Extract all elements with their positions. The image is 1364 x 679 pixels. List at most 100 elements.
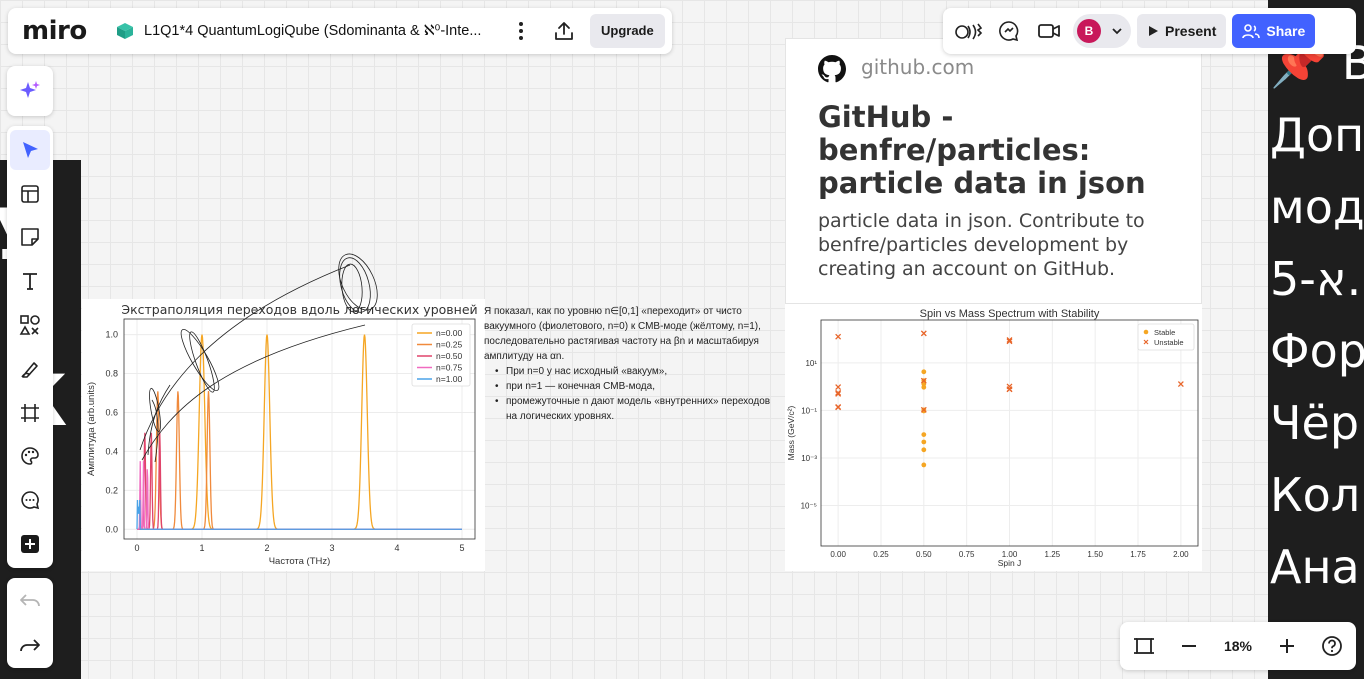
help-icon: [1322, 636, 1343, 656]
zoom-out-button[interactable]: [1180, 637, 1198, 655]
data-point-unstable: [1006, 383, 1013, 390]
video-call-button[interactable]: [1029, 13, 1069, 49]
legend-box: [1137, 323, 1195, 351]
share-users-icon: [1242, 24, 1261, 39]
note-text-block[interactable]: Я показал, как по уровню n∈[0,1] «перехо…: [484, 304, 782, 424]
chart-title: Экстраполяция переходов вдоль логических…: [121, 302, 477, 317]
play-icon: [1149, 26, 1158, 36]
data-point-unstable: [1006, 338, 1013, 345]
comment-tool[interactable]: [10, 480, 50, 520]
y-tick-label: 10⁻⁵: [801, 502, 817, 511]
frame-text-line: Доп: [1270, 108, 1364, 162]
x-tick-label: 1.00: [1002, 550, 1018, 559]
legend-entry: n=0.75: [436, 363, 463, 373]
avatar[interactable]: B: [1077, 19, 1101, 43]
y-tick-label: 0.8: [105, 369, 118, 379]
miro-logo[interactable]: miro: [22, 16, 87, 46]
x-tick-label: 1.50: [1087, 550, 1103, 559]
x-tick-label: 0.00: [830, 550, 846, 559]
hand-drawn-scribble[interactable]: [130, 250, 390, 480]
y-axis-label: Амплитуда (arb.units): [86, 382, 97, 476]
redo-button[interactable]: [19, 637, 41, 655]
add-more-icon: [21, 535, 39, 554]
right-dark-frame: 📌 В Доп мод א-5. Фор Чёр Кол Ана: [1268, 0, 1364, 679]
y-axis-label: Mass (GeV/c²): [786, 405, 796, 460]
x-axis-label: Частота (THz): [269, 556, 331, 567]
data-point-unstable: [1177, 381, 1184, 388]
x-tick-label: 0.75: [959, 550, 975, 559]
x-tick-label: 5: [459, 543, 464, 553]
shapes-icon: [19, 315, 40, 335]
present-button[interactable]: Present: [1137, 14, 1227, 48]
sticky-note-icon: [21, 228, 39, 247]
y-tick-label: 1.0: [105, 330, 118, 340]
collaboration-toolbar: B Present Share: [943, 8, 1356, 54]
select-tool[interactable]: [10, 130, 50, 170]
data-point-unstable: [1006, 337, 1013, 343]
frame-text-line: Кол: [1270, 468, 1361, 522]
legend-entry: n=0.50: [436, 351, 463, 361]
data-point-unstable: [835, 389, 842, 396]
select-cursor-icon: [23, 141, 38, 158]
x-tick-label: 2: [264, 543, 269, 553]
zoom-in-button[interactable]: [1278, 637, 1296, 655]
templates-icon: [21, 184, 39, 203]
y-tick-label: 10¹: [805, 359, 817, 368]
help-button[interactable]: [1321, 635, 1343, 657]
github-link-card[interactable]: github.com GitHub - benfre/particles: pa…: [785, 38, 1202, 304]
shapes-tool[interactable]: [10, 305, 50, 345]
zoom-in-icon: [1279, 639, 1294, 653]
reactions-button[interactable]: [949, 13, 989, 49]
frame-tool[interactable]: [10, 393, 50, 433]
data-point-unstable: [835, 403, 842, 410]
sticky-note-tool[interactable]: [10, 218, 50, 258]
data-point-stable: [921, 439, 927, 445]
y-tick-label: 0.0: [105, 524, 118, 534]
data-point-unstable: [835, 384, 842, 391]
chevron-down-icon: [1112, 28, 1122, 35]
more-tools-button[interactable]: [10, 524, 50, 564]
data-point-stable: [921, 462, 927, 468]
board-title[interactable]: L1Q1*4 QuantumLogiQube (Sdominanta & ℵ⁰-…: [144, 23, 482, 39]
data-point-stable: [921, 447, 927, 453]
ai-assistant-button[interactable]: [7, 66, 53, 116]
board-menu-button[interactable]: [506, 16, 536, 46]
data-point-stable: [921, 384, 927, 390]
zoom-level[interactable]: 18%: [1223, 638, 1253, 654]
note-bullet: При n=0 у нас исходный «вакуум»,: [495, 364, 782, 379]
plot-frame: [820, 319, 1199, 547]
x-axis-label: Spin J: [998, 558, 1022, 568]
pen-tool[interactable]: [10, 349, 50, 389]
comments-button[interactable]: [989, 13, 1029, 49]
templates-tool[interactable]: [10, 174, 50, 214]
data-point-unstable: [920, 377, 927, 384]
data-point-stable: [921, 432, 927, 438]
frame-text-line: א-5.: [1270, 252, 1362, 306]
x-tick-label: 4: [394, 543, 399, 553]
undo-button[interactable]: [19, 592, 41, 610]
collaborators-menu[interactable]: B: [1073, 14, 1131, 48]
extrapolation-chart-image[interactable]: Экстраполяция переходов вдоль логических…: [82, 299, 485, 571]
pen-icon: [21, 362, 38, 378]
frame-text-line: Ана: [1270, 540, 1360, 594]
style-tool[interactable]: [10, 437, 50, 477]
x-tick-label: 2.00: [1173, 550, 1189, 559]
series-line: [136, 500, 462, 530]
data-point-stable: [921, 369, 927, 375]
chart-title: Spin vs Mass Spectrum with Stability: [920, 308, 1100, 320]
upgrade-button[interactable]: Upgrade: [590, 14, 665, 48]
text-tool[interactable]: [10, 261, 50, 301]
board-header: miro L1Q1*4 QuantumLogiQube (Sdominanta …: [8, 8, 672, 54]
export-icon: [555, 22, 573, 40]
note-bullet-list: При n=0 у нас исходный «вакуум», при n=1…: [495, 364, 782, 424]
share-button[interactable]: Share: [1232, 14, 1316, 48]
data-point-unstable: [920, 406, 927, 413]
y-tick-label: 10⁻³: [801, 454, 817, 463]
fit-screen-icon: [1133, 638, 1154, 654]
x-tick-label: 1.25: [1045, 550, 1061, 559]
spin-mass-chart-image[interactable]: Spin vs Mass Spectrum with Stability 0.00…: [785, 304, 1202, 571]
export-button[interactable]: [548, 15, 580, 47]
x-tick-label: 0.25: [873, 550, 889, 559]
x-tick-label: 1: [199, 543, 204, 553]
fit-screen-button[interactable]: [1133, 635, 1155, 657]
